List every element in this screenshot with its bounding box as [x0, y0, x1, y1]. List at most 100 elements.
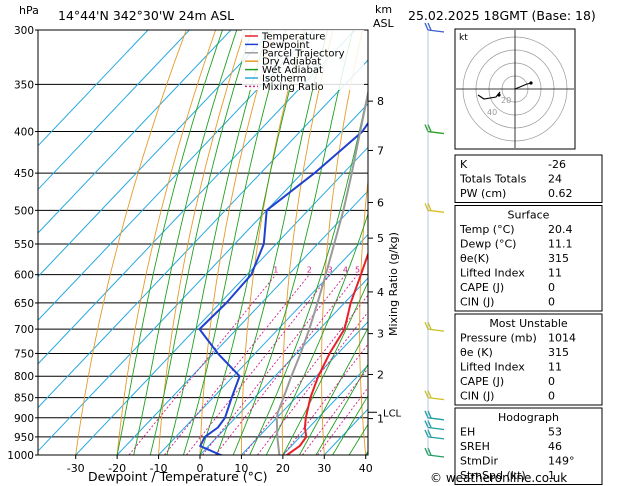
plot-frame: [37, 29, 369, 456]
dry-adiabat-line: [158, 30, 246, 455]
indices-tables: K -26 Totals Totals 24 PW (cm) 0.62 SurfaceTem…: [454, 154, 603, 485]
surface-row-value: 0: [548, 296, 555, 309]
mixing-ratio-line: [202, 274, 346, 455]
wind-barb-flag: [427, 390, 432, 398]
copyright: © weatheronline.co.uk: [430, 471, 567, 485]
wind-barb: [427, 454, 445, 458]
most_unstable-row-label: CAPE (J): [460, 375, 504, 388]
most_unstable-row-value: 11: [548, 361, 562, 374]
km-tick-label: 5: [377, 232, 384, 245]
wet-adiabat-line: [315, 363, 368, 455]
hodograph-kt-label: kt: [459, 33, 468, 43]
location-coords: 14°44'N 342°30'W 24m ASL: [58, 8, 234, 23]
dry-adiabat-line: [281, 30, 334, 455]
wind-barb-flag: [424, 321, 429, 330]
surface-row-label: CIN (J): [460, 296, 494, 309]
wind-barb: [427, 209, 445, 213]
most_unstable-row-value: 0: [548, 390, 555, 403]
wind-barb-flag: [427, 124, 432, 132]
hodograph: kt 20 40: [454, 28, 576, 150]
most_unstable-row-value: 0: [548, 375, 555, 388]
hodograph-title: Hodograph: [498, 411, 559, 424]
pressure-tick-label: 650: [14, 298, 34, 310]
wind-barb-flag: [424, 124, 429, 132]
km-tick-label: 1: [377, 413, 384, 426]
indices-row-value: 24: [548, 173, 562, 186]
surface-row-value: 315: [548, 252, 569, 265]
km-unit-label: km: [375, 3, 392, 16]
isotherm-line: [38, 30, 190, 191]
most_unstable-row-value: 315: [548, 346, 569, 359]
mixing-ratio-label: 1: [273, 266, 278, 275]
x-tick-label: 0: [197, 462, 204, 475]
wind-barb-flag: [424, 447, 429, 456]
indices-row-label: PW (cm): [460, 187, 506, 200]
mixing-ratio-label: 20: [434, 266, 444, 275]
wind-barb-flag: [427, 420, 432, 428]
pressure-tick-label: 700: [14, 324, 34, 336]
hodograph-row-label: StmDir: [460, 455, 499, 468]
surface-row-label: θe(K): [460, 252, 489, 265]
wind-barb-flag: [424, 410, 429, 419]
mixing-ratio-line: [186, 274, 331, 455]
surface-row-label: CAPE (J): [460, 281, 504, 294]
hpa-unit-label: hPa: [19, 4, 39, 17]
plot-grid: 1 2 3 4 5 8 10 15 20 25: [38, 30, 450, 455]
pressure-tick-label: 350: [14, 79, 34, 91]
legend-label: Isotherm: [262, 74, 306, 85]
mixing-ratio-axis-label: Mixing Ratio (g/kg): [387, 232, 400, 336]
surface-row-value: 20.4: [548, 223, 573, 236]
mixing-ratio-label: 5: [355, 266, 360, 275]
pressure-tick-label: 550: [14, 239, 34, 251]
wet-adiabat-line: [149, 30, 253, 455]
mixing-ratio-label: 3: [328, 266, 333, 275]
legend-label: Wet Adiabat: [262, 65, 323, 76]
mixing-ratio-label: 4: [343, 266, 348, 275]
dry-adiabat-line: [116, 30, 217, 455]
mixing-ratio-label: 2: [307, 266, 312, 275]
wind-barb-flag: [424, 22, 429, 31]
wet-adiabat-line: [133, 30, 238, 455]
lcl-label: LCL: [383, 408, 402, 419]
pressure-tick-label: 400: [14, 127, 34, 139]
asl-unit-label: ASL: [373, 17, 395, 30]
wind-barb: [427, 396, 445, 401]
wind-barb-flag: [427, 429, 432, 438]
isotherm-line: [158, 233, 368, 455]
dry-adiabat-line: [240, 30, 305, 455]
x-tick-label: 10: [234, 462, 248, 475]
dry-adiabat-line: [432, 30, 450, 455]
wet-adiabat-line: [232, 30, 354, 455]
km-tick-label: 4: [377, 286, 384, 299]
isotherm-line: [38, 30, 149, 147]
x-tick-label: 30: [317, 462, 331, 475]
wind-barb-flag: [424, 203, 429, 211]
legend-label: Dry Adiabat: [262, 57, 321, 68]
series-line-dewpoint: [198, 121, 368, 455]
hodograph-ring-label: 40: [487, 108, 497, 117]
wind-barbs: [424, 22, 445, 458]
surface-row-value: 11.1: [548, 238, 573, 251]
wet-adiabat-line: [282, 280, 368, 455]
wind-barb: [427, 328, 445, 332]
x-tick-label: -10: [150, 462, 168, 475]
mixing-ratio-label: 15: [416, 266, 426, 275]
mixing-ratio-line: [215, 274, 358, 455]
wet-adiabat-line: [299, 326, 368, 455]
surface-row-value: 11: [548, 267, 562, 280]
indices-table: [454, 154, 603, 203]
x-tick-label: -20: [108, 462, 126, 475]
mixing-ratio-line: [164, 274, 310, 455]
wet-adiabat-line: [332, 394, 368, 455]
plot-profiles: [198, 88, 368, 455]
pressure-tick-label: 500: [14, 205, 34, 217]
wind-barb-flag: [427, 203, 432, 211]
legend-label: Dewpoint: [262, 40, 310, 51]
km-tick-label: 8: [377, 95, 384, 108]
storm-motion-marker: [497, 93, 501, 97]
isotherm-line: [241, 321, 368, 455]
isotherm-line: [38, 59, 368, 409]
hodograph-ring-label: 20: [501, 96, 511, 105]
most_unstable-row-value: 1014: [548, 332, 576, 345]
